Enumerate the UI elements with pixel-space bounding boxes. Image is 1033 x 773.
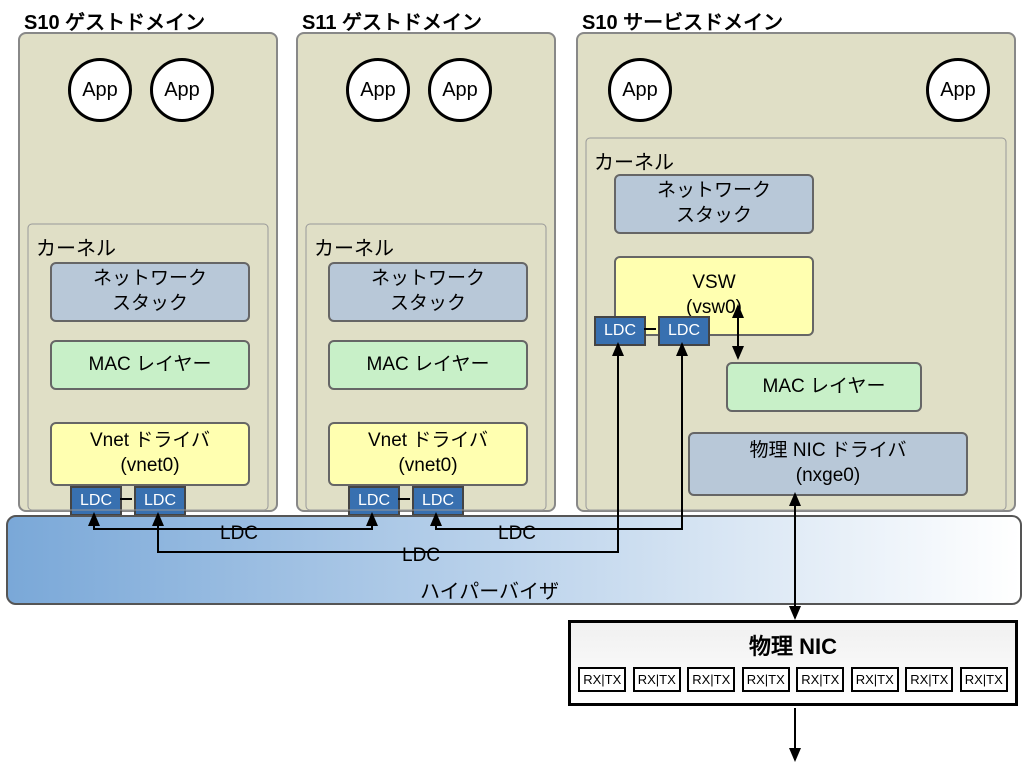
rxtx-port: RX|TX [796,667,844,692]
vnet-driver-label: Vnet ドライバ (vnet0) [368,429,488,478]
vnet-driver-box: Vnet ドライバ (vnet0) [50,422,250,486]
network-stack-box: ネットワーク スタック [614,174,814,234]
app-circle: App [428,58,492,122]
mac-layer-label: MAC レイヤー [763,375,886,400]
app-label: App [360,79,396,102]
ldc-label: LDC [144,492,176,510]
mac-layer-box: MAC レイヤー [328,340,528,390]
phys-driver-box: 物理 NIC ドライバ (nxge0) [688,432,968,496]
kernel-label: カーネル [594,146,674,175]
rxtx-row: RX|TX RX|TX RX|TX RX|TX RX|TX RX|TX RX|T… [571,661,1015,700]
mac-layer-label: MAC レイヤー [89,353,212,378]
network-stack-label: ネットワーク スタック [371,267,485,316]
ldc-label: LDC [604,322,636,340]
ldc-label: LDC [422,492,454,510]
app-circle: App [346,58,410,122]
app-circle: App [608,58,672,122]
ldc-text: LDC [402,545,440,567]
app-label: App [82,79,118,102]
mac-layer-box: MAC レイヤー [50,340,250,390]
rxtx-port: RX|TX [960,667,1008,692]
hypervisor-label: ハイパーバイザ [420,575,559,604]
physical-nic: 物理 NIC RX|TX RX|TX RX|TX RX|TX RX|TX RX|… [568,620,1018,706]
guest-domain-2: S11 ゲストドメイン App App カーネル ネットワーク スタック MAC… [296,32,556,512]
network-stack-box: ネットワーク スタック [328,262,528,322]
app-circle: App [150,58,214,122]
rxtx-port: RX|TX [633,667,681,692]
rxtx-port: RX|TX [578,667,626,692]
phys-nic-title: 物理 NIC [571,629,1015,661]
ldc-text: LDC [498,523,536,545]
guest-domain-1: S10 ゲストドメイン App App カーネル ネットワーク スタック MAC… [18,32,278,512]
vnet-driver-label: Vnet ドライバ (vnet0) [90,429,210,478]
rxtx-port: RX|TX [687,667,735,692]
ldc-box: LDC [348,486,400,516]
app-label: App [940,79,976,102]
ldc-label: LDC [668,322,700,340]
app-label: App [622,79,658,102]
kernel-label: カーネル [36,232,116,261]
app-circle: App [68,58,132,122]
vnet-driver-box: Vnet ドライバ (vnet0) [328,422,528,486]
ldc-label: LDC [80,492,112,510]
mac-layer-label: MAC レイヤー [367,353,490,378]
network-stack-label: ネットワーク スタック [93,267,207,316]
domain-3-title: S10 サービスドメイン [582,6,783,35]
kernel-label: カーネル [314,232,394,261]
ldc-box: LDC [134,486,186,516]
vsw-label: VSW (vsw0) [686,271,742,320]
domain-1-title: S10 ゲストドメイン [24,6,205,35]
mac-layer-box: MAC レイヤー [726,362,922,412]
app-label: App [164,79,200,102]
rxtx-port: RX|TX [742,667,790,692]
app-label: App [442,79,478,102]
phys-driver-label: 物理 NIC ドライバ (nxge0) [750,439,907,488]
ldc-box: LDC [70,486,122,516]
ldc-label: LDC [358,492,390,510]
ldc-box: LDC [594,316,646,346]
network-stack-label: ネットワーク スタック [657,179,771,228]
ldc-text: LDC [220,523,258,545]
rxtx-port: RX|TX [905,667,953,692]
domain-2-title: S11 ゲストドメイン [302,6,482,35]
app-circle: App [926,58,990,122]
ldc-box: LDC [412,486,464,516]
rxtx-port: RX|TX [851,667,899,692]
hypervisor: ハイパーバイザ LDC LDC LDC [6,515,1022,605]
service-domain: S10 サービスドメイン App App カーネル ネットワーク スタック VS… [576,32,1016,512]
network-stack-box: ネットワーク スタック [50,262,250,322]
ldc-box: LDC [658,316,710,346]
